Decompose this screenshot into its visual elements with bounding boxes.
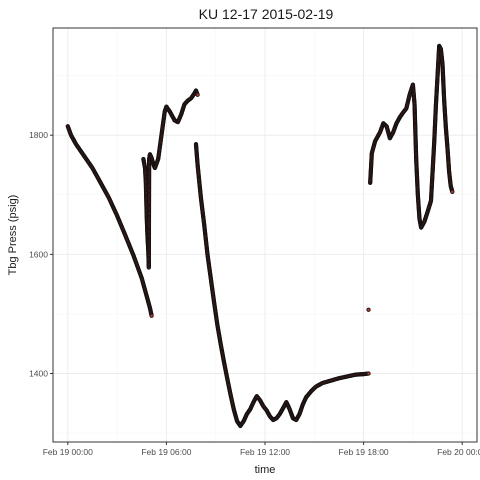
- data-point: [366, 307, 371, 312]
- x-tick-label: Feb 19 18:00: [339, 447, 389, 457]
- x-tick-label: Feb 19 12:00: [240, 447, 290, 457]
- x-axis: Feb 19 00:00 Feb 19 06:00 Feb 19 12:00 Feb …: [43, 442, 480, 457]
- x-tick-label: Feb 19 06:00: [141, 447, 191, 457]
- data-point: [450, 189, 455, 194]
- x-axis-title: time: [255, 464, 276, 476]
- data-point: [195, 92, 200, 97]
- data-point: [366, 371, 371, 376]
- chart-title: KU 12-17 2015-02-19: [199, 6, 334, 22]
- data-point: [149, 313, 154, 318]
- y-tick-label: 1400: [29, 368, 48, 378]
- y-tick-label: 1800: [29, 130, 48, 140]
- x-tick-label: Feb 19 00:00: [43, 447, 93, 457]
- grid: [53, 28, 477, 442]
- y-axis-title: Tbg Press (psig): [7, 195, 19, 276]
- y-tick-label: 1600: [29, 249, 48, 259]
- data-points: [65, 43, 455, 429]
- y-axis: 1400 1600 1800: [29, 130, 53, 378]
- x-tick-label: Feb 20 00:00: [437, 447, 480, 457]
